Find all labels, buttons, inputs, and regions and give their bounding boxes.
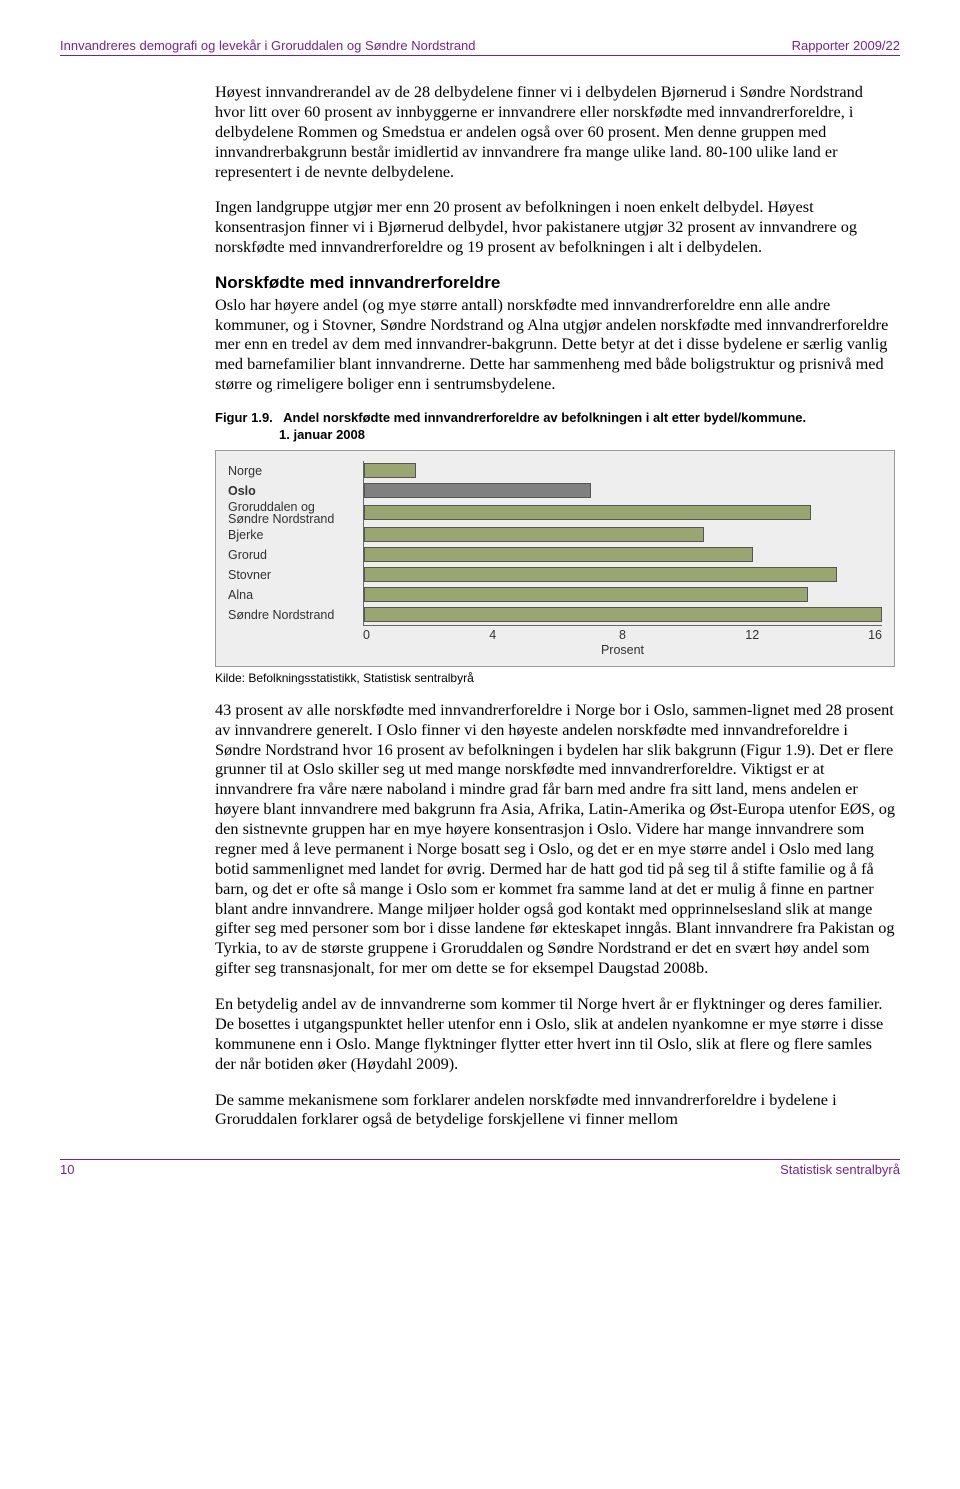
chart-bar <box>364 483 591 498</box>
chart-bar-area <box>363 501 882 525</box>
chart-bar-area <box>363 585 882 605</box>
chart-category-label: Søndre Nordstrand <box>228 609 363 622</box>
chart-row: Bjerke <box>228 525 882 545</box>
chart-bar <box>364 463 416 478</box>
axis-tick: 16 <box>868 628 882 643</box>
page-footer: 10 Statistisk sentralbyrå <box>60 1159 900 1177</box>
header-left: Innvandreres demografi og levekår i Gror… <box>60 38 476 53</box>
axis-tick: 0 <box>363 628 370 643</box>
axis-tick: 8 <box>619 628 626 643</box>
paragraph-3: Oslo har høyere andel (og mye større ant… <box>215 295 895 394</box>
chart-row: Groruddalen ogSøndre Nordstrand <box>228 501 882 525</box>
paragraph-2: Ingen landgruppe utgjør mer enn 20 prose… <box>215 197 895 257</box>
chart-bar <box>364 607 882 622</box>
chart-bar <box>364 527 704 542</box>
chart-category-label: Stovner <box>228 569 363 582</box>
fig-line1: Andel norskfødte med innvandrerforeldre … <box>283 410 806 425</box>
bar-chart: Norge Oslo Groruddalen ogSøndre Nordstrand… <box>215 450 895 667</box>
chart-category-label: Groruddalen ogSøndre Nordstrand <box>228 501 363 525</box>
chart-row: Søndre Nordstrand <box>228 605 882 625</box>
chart-category-label: Grorud <box>228 549 363 562</box>
paragraph-5: En betydelig andel av de innvandrerne so… <box>215 994 895 1074</box>
chart-category-label: Alna <box>228 589 363 602</box>
paragraph-4: 43 prosent av alle norskfødte med innvan… <box>215 700 895 978</box>
chart-bar-area <box>363 545 882 565</box>
chart-bar-area <box>363 481 882 501</box>
chart-bar <box>364 567 837 582</box>
x-axis-label: Prosent <box>363 643 882 658</box>
fig-line2: 1. januar 2008 <box>215 427 895 444</box>
axis-tick: 12 <box>745 628 759 643</box>
paragraph-6: De samme mekanismene som forklarer andel… <box>215 1090 895 1130</box>
main-content: Høyest innvandrerandel av de 28 delbydel… <box>215 82 895 1129</box>
chart-row: Grorud <box>228 545 882 565</box>
paragraph-1: Høyest innvandrerandel av de 28 delbydel… <box>215 82 895 181</box>
chart-bar <box>364 587 808 602</box>
page-header: Innvandreres demografi og levekår i Gror… <box>60 38 900 56</box>
section-title: Norskfødte med innvandrerforeldre <box>215 273 895 294</box>
footer-right: Statistisk sentralbyrå <box>780 1162 900 1177</box>
chart-category-label: Norge <box>228 465 363 478</box>
header-right: Rapporter 2009/22 <box>792 38 900 53</box>
chart-row: Alna <box>228 585 882 605</box>
chart-row: Stovner <box>228 565 882 585</box>
axis-tick: 4 <box>489 628 496 643</box>
figure-source: Kilde: Befolkningsstatistikk, Statistisk… <box>215 671 895 686</box>
chart-bar-area <box>363 605 882 625</box>
chart-bar-area <box>363 565 882 585</box>
chart-bar-area <box>363 525 882 545</box>
chart-bar <box>364 547 753 562</box>
chart-row: Oslo <box>228 481 882 501</box>
footer-left: 10 <box>60 1162 74 1177</box>
chart-bar <box>364 505 811 520</box>
chart-category-label: Oslo <box>228 485 363 498</box>
chart-row: Norge <box>228 461 882 481</box>
fig-prefix: Figur 1.9. <box>215 410 273 425</box>
chart-bar-area <box>363 461 882 481</box>
chart-category-label: Bjerke <box>228 529 363 542</box>
figure-caption: Figur 1.9. Andel norskfødte med innvandr… <box>215 410 895 444</box>
